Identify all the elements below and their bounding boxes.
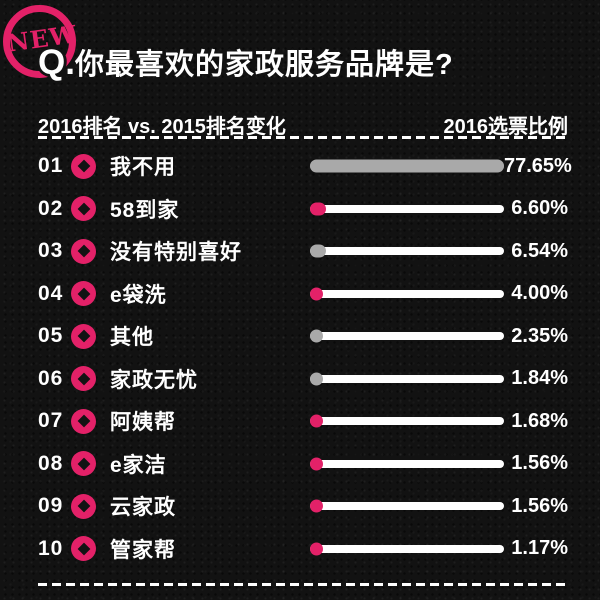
vote-bar-fill — [310, 372, 323, 386]
ranking-row: 03 没有特别喜好 6.54% — [38, 236, 568, 266]
rank-change-icon — [71, 323, 96, 349]
divider-bottom — [38, 583, 566, 586]
vote-bar-track — [310, 414, 504, 428]
vote-bar-track — [310, 244, 504, 258]
rank-number: 06 — [38, 366, 64, 390]
vote-bar-fill — [310, 159, 504, 173]
rank-change-icon — [71, 451, 96, 477]
vote-bar-track — [310, 287, 504, 301]
rank-change-icon — [71, 366, 96, 392]
vote-bar-track — [310, 372, 504, 386]
brand-name: 我不用 — [110, 156, 176, 179]
question-prefix: Q. — [38, 43, 75, 82]
ranking-list: 01 我不用 77.65% 02 58到家 6.60% 03 没有特别喜好 6.… — [38, 151, 572, 564]
rank-number: 07 — [38, 409, 64, 433]
rank-number: 10 — [38, 536, 64, 560]
vote-percentage: 77.65% — [504, 154, 572, 177]
page-title: Q. 你最喜欢的家政服务品牌是? — [38, 41, 454, 83]
vote-percentage: 1.56% — [511, 452, 568, 475]
rank-change-icon — [71, 196, 96, 222]
vote-bar-track — [310, 329, 504, 343]
brand-name: e袋洗 — [110, 283, 167, 307]
divider-top — [38, 136, 566, 139]
ranking-row: 06 家政无忧 1.84% — [38, 364, 568, 394]
vote-bar-track — [310, 457, 504, 471]
rank-number: 01 — [38, 154, 64, 177]
brand-name: 家政无忧 — [110, 368, 198, 392]
ranking-row: 04 e袋洗 4.00% — [38, 279, 568, 309]
brand-name: e家洁 — [110, 453, 167, 477]
vote-bar-track — [310, 499, 504, 513]
brand-name: 管家帮 — [110, 538, 176, 562]
ranking-row: 09 云家政 1.56% — [38, 491, 568, 521]
new-badge-ring — [3, 5, 76, 78]
vote-bar-fill — [310, 499, 323, 513]
column-headers: 2016排名 vs. 2015排名变化 2016选票比例 — [38, 110, 568, 139]
rank-change-icon — [71, 153, 96, 179]
brand-name: 没有特别喜好 — [110, 241, 242, 265]
brand-name: 58到家 — [110, 198, 180, 222]
vote-bar-fill — [310, 287, 323, 301]
ranking-row: 02 58到家 6.60% — [38, 194, 568, 224]
question-title: 你最喜欢的家政服务品牌是? — [74, 49, 454, 81]
rank-number: 08 — [38, 451, 64, 475]
column-header-votes: 2016选票比例 — [443, 116, 569, 138]
column-header-rank: 2016排名 vs. 2015排名变化 — [38, 116, 286, 138]
vote-percentage: 4.00% — [511, 282, 568, 305]
vote-percentage: 1.56% — [511, 494, 568, 517]
vote-bar-fill — [310, 244, 326, 258]
rank-number: 02 — [38, 196, 64, 220]
vote-bar-fill — [310, 202, 326, 216]
brand-name: 其他 — [110, 326, 154, 350]
brand-name: 云家政 — [110, 496, 176, 520]
vote-bar-track — [310, 202, 504, 216]
vote-bar-track — [310, 542, 504, 556]
vote-percentage: 6.54% — [511, 239, 568, 262]
ranking-row: 07 阿姨帮 1.68% — [38, 406, 568, 436]
rank-number: 09 — [38, 494, 64, 518]
rank-change-icon — [71, 408, 96, 434]
vote-bar-fill — [310, 457, 323, 471]
rank-number: 04 — [38, 281, 64, 305]
rank-number: 05 — [38, 324, 64, 348]
rank-change-icon — [71, 536, 96, 562]
vote-percentage: 1.84% — [511, 367, 568, 390]
rank-change-icon — [71, 238, 96, 264]
rank-change-icon — [71, 493, 96, 519]
brand-name: 阿姨帮 — [110, 411, 176, 435]
vote-bar-fill — [310, 414, 323, 428]
ranking-row: 10 管家帮 1.17% — [38, 534, 568, 564]
vote-bar-track — [310, 159, 504, 173]
ranking-row: 01 我不用 77.65% — [38, 151, 572, 181]
ranking-row: 08 e家洁 1.56% — [38, 449, 568, 479]
ranking-row: 05 其他 2.35% — [38, 321, 568, 351]
vote-percentage: 2.35% — [511, 324, 568, 347]
vote-percentage: 1.17% — [511, 537, 568, 560]
vote-bar-fill — [310, 542, 323, 556]
vote-bar-fill — [310, 329, 323, 343]
vote-percentage: 6.60% — [511, 197, 568, 220]
vote-percentage: 1.68% — [511, 409, 568, 432]
rank-number: 03 — [38, 239, 64, 263]
rank-change-icon — [71, 281, 96, 307]
